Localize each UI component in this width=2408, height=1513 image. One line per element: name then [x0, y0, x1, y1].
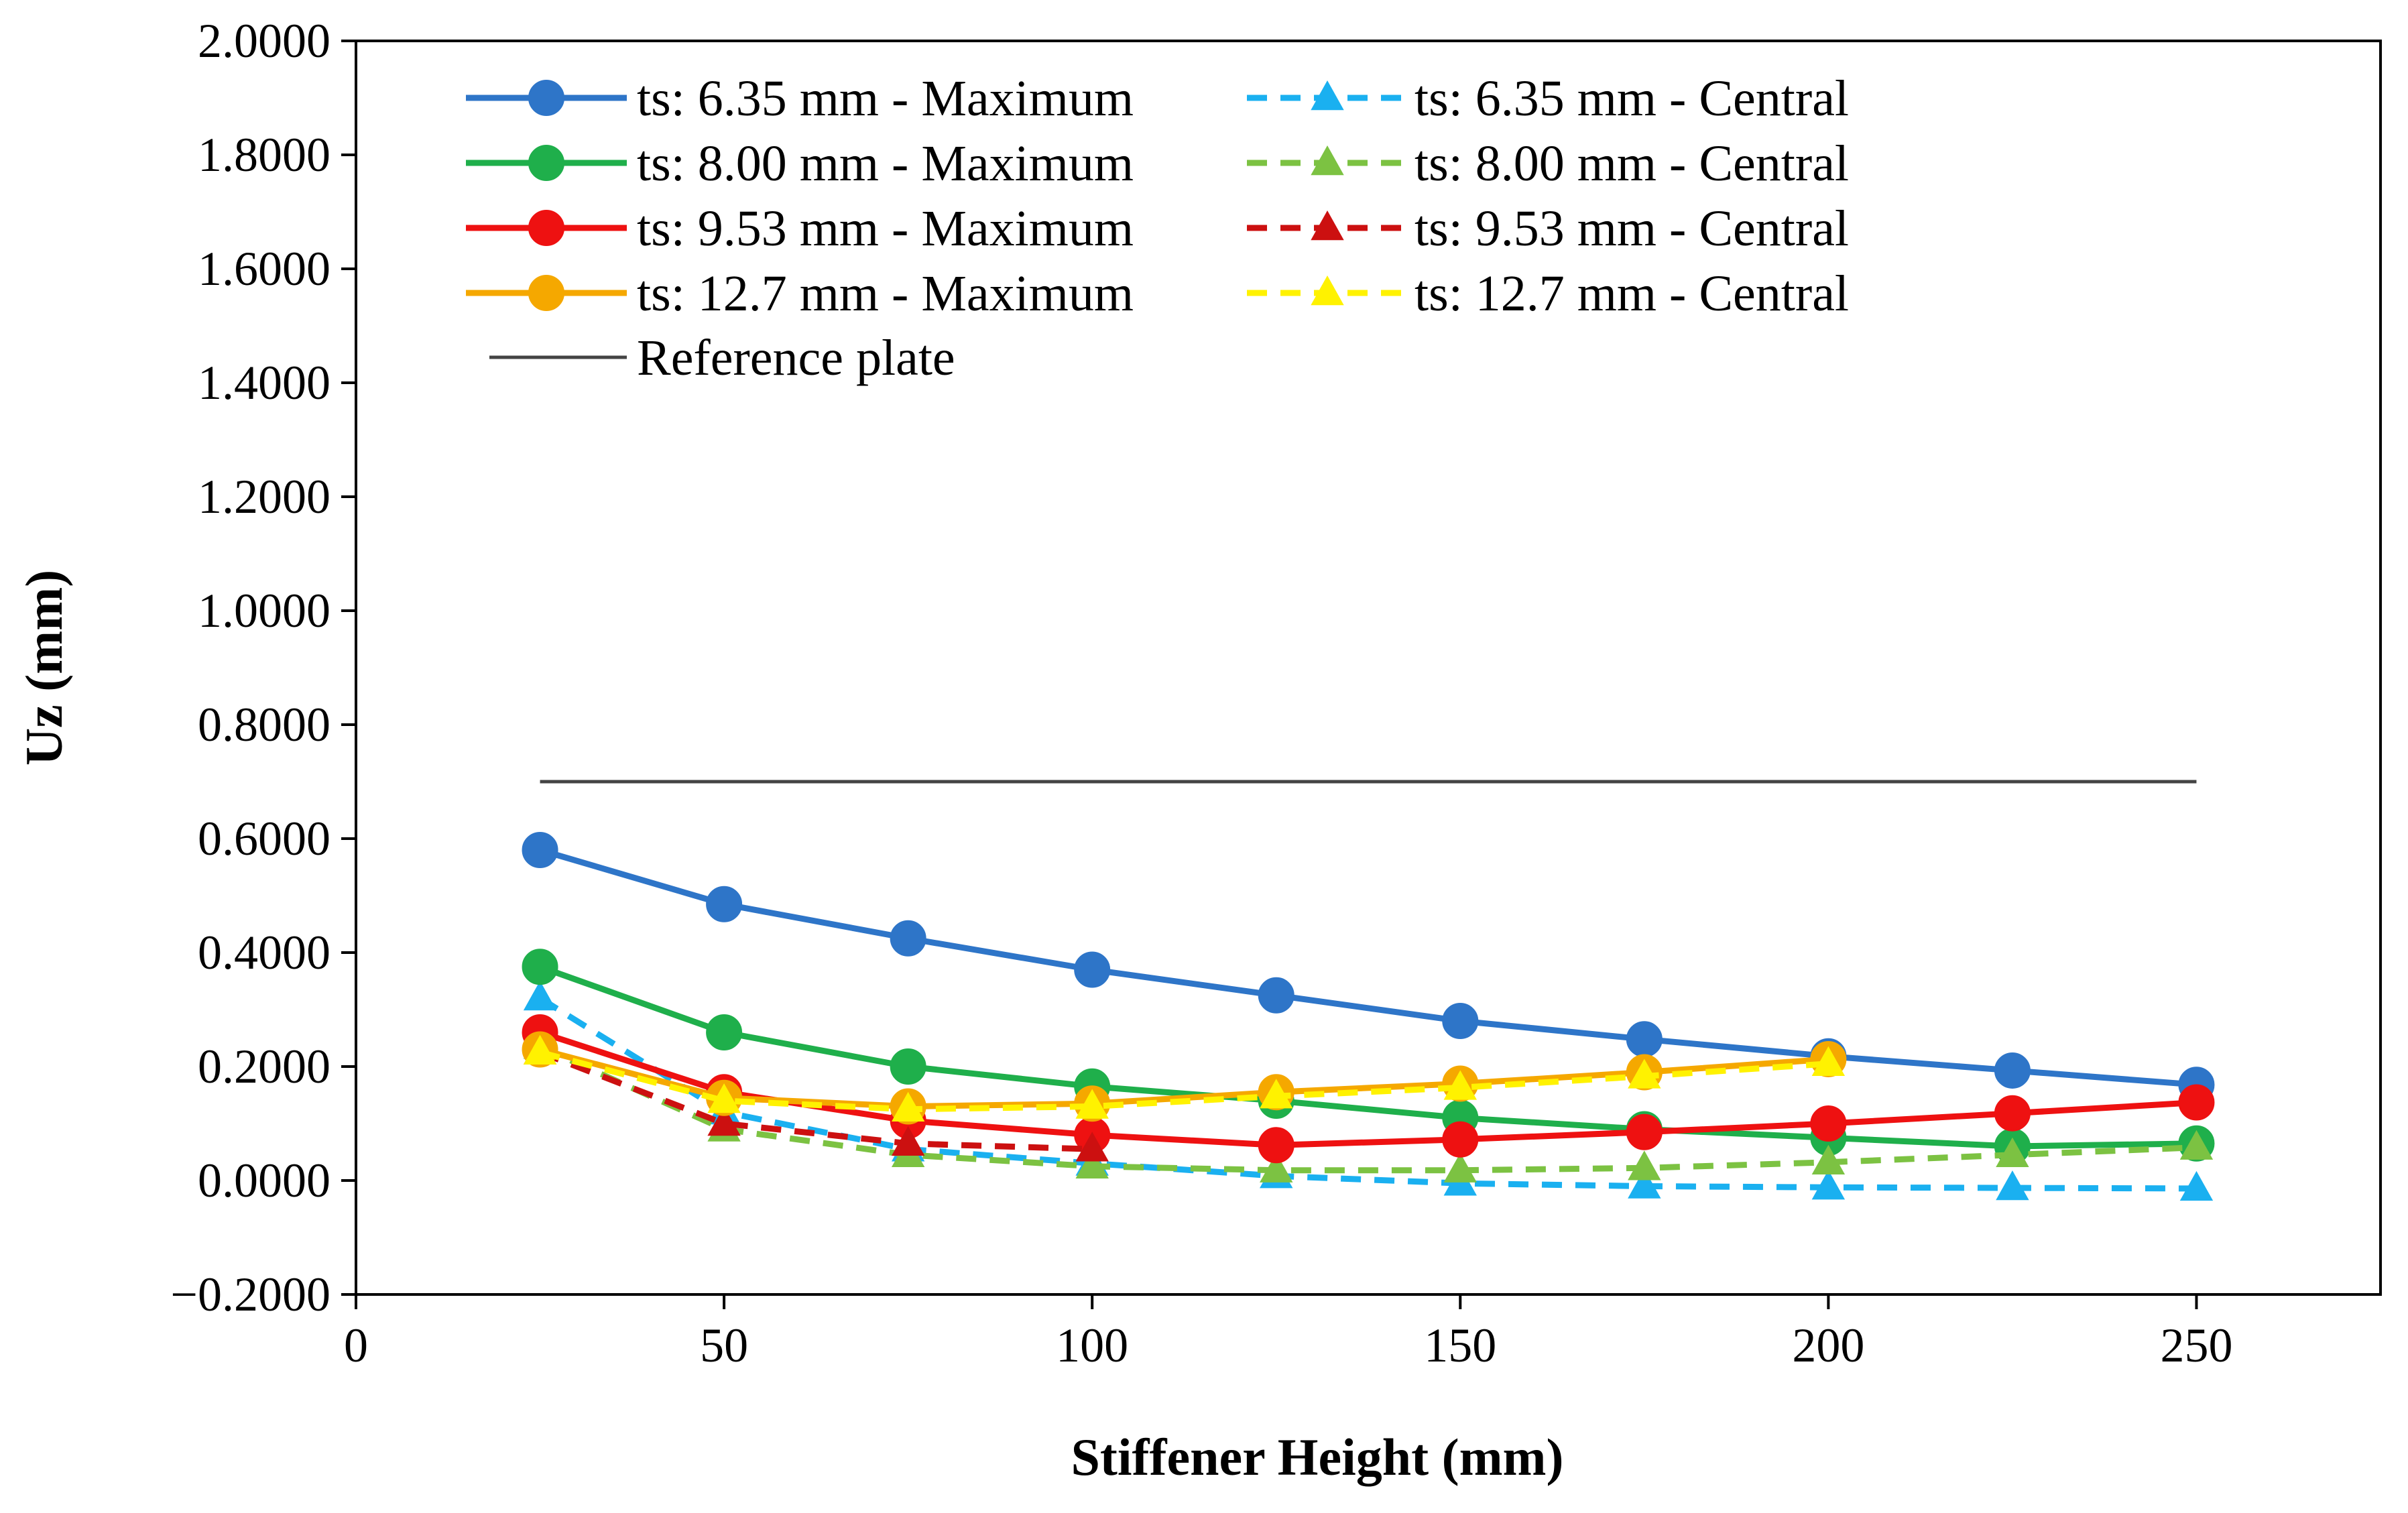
data-point	[523, 981, 557, 1011]
data-point	[1258, 977, 1295, 1014]
y-tick-label: 1.2000	[198, 470, 330, 524]
data-point	[1996, 1170, 2029, 1201]
legend-item-ts-9-53-mm-central: ts: 9.53 mm - Central	[1247, 200, 1849, 257]
legend-item-reference-plate: Reference plate	[489, 330, 955, 386]
data-point	[891, 1091, 925, 1122]
series-ts-12-7-mm-central	[523, 1034, 1846, 1122]
legend-swatch-marker	[1311, 145, 1344, 176]
data-point	[1811, 1144, 1846, 1174]
y-tick-label: 1.8000	[198, 128, 330, 182]
data-point	[890, 920, 926, 957]
data-point	[1626, 1113, 1663, 1150]
legend-swatch-marker	[528, 210, 564, 246]
data-point	[2179, 1170, 2214, 1201]
legend-swatch-marker	[1311, 276, 1344, 306]
data-point	[1994, 1052, 2031, 1089]
data-point	[890, 1048, 926, 1085]
legend-label: ts: 8.00 mm - Maximum	[637, 135, 1134, 192]
x-axis-title: Stiffener Height (mm)	[1071, 1428, 1563, 1486]
data-point	[1996, 1137, 2029, 1167]
data-point	[891, 1126, 925, 1156]
legend-swatch-marker	[1311, 210, 1344, 241]
data-point	[1074, 951, 1111, 988]
data-point	[2179, 1130, 2214, 1160]
x-tick-label: 250	[2160, 1319, 2232, 1372]
legend-label: ts: 6.35 mm - Central	[1414, 70, 1849, 127]
legend-item-ts-6-35-mm-central: ts: 6.35 mm - Central	[1247, 70, 1849, 127]
x-tick-label: 100	[1056, 1319, 1128, 1372]
x-axis-ticks: 0 50 100 150 200 250	[344, 1294, 2232, 1372]
y-tick-label: 0.0000	[198, 1154, 330, 1207]
data-point	[1443, 1070, 1477, 1100]
legend-item-ts-8-00-mm-central: ts: 8.00 mm - Central	[1247, 135, 1849, 192]
legend-swatch-marker	[528, 275, 564, 311]
x-tick-label: 0	[344, 1319, 368, 1372]
x-tick-label: 50	[700, 1319, 748, 1372]
data-point	[1443, 1152, 1477, 1183]
series-line	[539, 964, 2197, 1150]
data-point	[707, 1083, 741, 1113]
y-tick-label: 1.4000	[198, 356, 330, 410]
data-point	[523, 1034, 557, 1065]
legend-item-ts-9-53-mm-maximum: ts: 9.53 mm - Maximum	[466, 200, 1134, 257]
legend-swatch-marker	[528, 80, 564, 116]
x-tick-label: 200	[1792, 1319, 1864, 1372]
data-point	[706, 1014, 743, 1050]
data-point	[1810, 1105, 1847, 1142]
legend-label: ts: 12.7 mm - Maximum	[637, 265, 1134, 322]
legend-swatch-marker	[528, 145, 564, 181]
data-point	[1811, 1046, 1846, 1076]
series-line	[538, 1049, 1093, 1152]
y-tick-label: 0.2000	[198, 1040, 330, 1093]
data-point	[706, 886, 743, 922]
y-tick-label: 2.0000	[198, 14, 330, 68]
data-point	[1075, 1089, 1109, 1119]
data-point	[1075, 1148, 1109, 1178]
series-line	[539, 1049, 1829, 1113]
series-layer	[522, 780, 2215, 1201]
legend-item-ts-12-7-mm-maximum: ts: 12.7 mm - Maximum	[466, 265, 1134, 322]
legend: ts: 6.35 mm - Maximum ts: 6.35 mm - Centr…	[466, 70, 1849, 386]
legend-item-ts-12-7-mm-central: ts: 12.7 mm - Central	[1247, 265, 1849, 322]
y-tick-label: 0.8000	[198, 698, 330, 751]
data-point	[2178, 1084, 2215, 1121]
data-point	[1260, 1079, 1293, 1109]
legend-label: ts: 9.53 mm - Central	[1414, 200, 1849, 257]
y-tick-label: 1.0000	[198, 584, 330, 638]
y-tick-label: 0.4000	[198, 926, 330, 979]
series-line	[539, 847, 2197, 1088]
legend-item-ts-8-00-mm-maximum: ts: 8.00 mm - Maximum	[466, 135, 1134, 192]
data-point	[522, 832, 558, 868]
legend-label: Reference plate	[637, 330, 955, 386]
data-point	[1260, 1152, 1293, 1183]
data-point	[707, 1106, 741, 1136]
y-axis-ticks: −0.2000 0.0000 0.2000 0.4000 0.6000 0.8000 1.0…	[170, 14, 356, 1321]
data-point	[1628, 1150, 1661, 1181]
y-tick-label: 0.6000	[198, 812, 330, 865]
data-point	[522, 949, 558, 985]
y-axis-title: Uz (mm)	[15, 570, 73, 766]
data-point	[1811, 1170, 1846, 1200]
data-point	[1626, 1021, 1663, 1058]
data-point	[1442, 1121, 1479, 1158]
data-point	[1258, 1127, 1295, 1164]
data-point	[1442, 1003, 1479, 1039]
legend-label: ts: 8.00 mm - Central	[1414, 135, 1849, 192]
legend-item-ts-6-35-mm-maximum: ts: 6.35 mm - Maximum	[466, 70, 1134, 127]
legend-swatch-marker	[1311, 80, 1344, 111]
data-point	[1628, 1058, 1661, 1089]
data-point	[1994, 1095, 2031, 1132]
series-line	[538, 1044, 2197, 1174]
x-tick-label: 150	[1424, 1319, 1496, 1372]
y-tick-label: 1.6000	[198, 242, 330, 296]
legend-label: ts: 12.7 mm - Central	[1414, 265, 1849, 322]
series-line	[538, 995, 2197, 1192]
data-point	[1075, 1132, 1109, 1162]
data-point	[1628, 1168, 1661, 1199]
legend-label: ts: 9.53 mm - Maximum	[637, 200, 1134, 257]
legend-label: ts: 6.35 mm - Maximum	[637, 70, 1134, 127]
y-tick-label: −0.2000	[170, 1268, 330, 1321]
